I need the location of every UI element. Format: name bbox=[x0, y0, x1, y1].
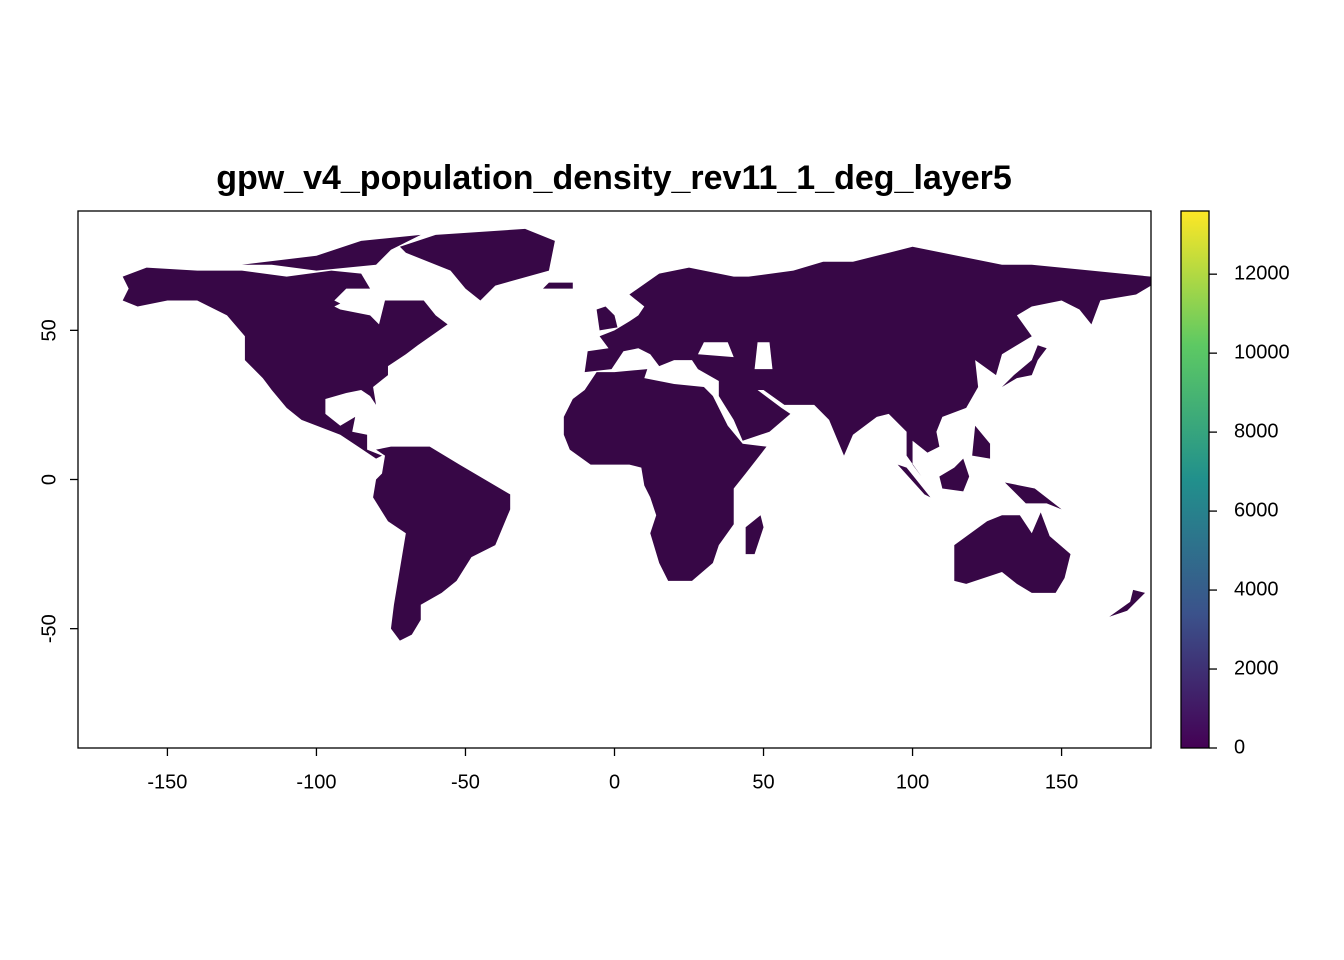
colorbar-tick-label: 2000 bbox=[1234, 657, 1279, 679]
colorbar-tick-label: 0 bbox=[1234, 736, 1245, 758]
water bbox=[697, 342, 734, 358]
land bbox=[897, 464, 931, 498]
land bbox=[954, 512, 1071, 593]
land bbox=[939, 458, 970, 492]
land bbox=[399, 228, 555, 301]
land bbox=[1109, 589, 1146, 617]
land bbox=[122, 267, 448, 459]
land bbox=[596, 306, 618, 331]
land bbox=[1004, 482, 1062, 510]
colorbar-tick-label: 4000 bbox=[1234, 578, 1279, 600]
x-tick-label: 50 bbox=[752, 771, 774, 793]
colorbar-tick-label: 6000 bbox=[1234, 499, 1279, 521]
x-tick-label: 150 bbox=[1045, 771, 1078, 793]
y-tick-label: -50 bbox=[38, 614, 60, 643]
water bbox=[334, 288, 383, 316]
land bbox=[563, 369, 767, 581]
land bbox=[373, 446, 511, 641]
land bbox=[972, 425, 991, 459]
y-tick-label: 0 bbox=[38, 474, 60, 485]
x-tick-label: -100 bbox=[296, 771, 336, 793]
x-tick-label: 100 bbox=[896, 771, 929, 793]
land bbox=[745, 515, 764, 555]
colorbar bbox=[1180, 210, 1210, 749]
map-title: gpw_v4_population_density_rev11_1_deg_la… bbox=[216, 159, 1012, 197]
land bbox=[542, 282, 573, 289]
x-tick-label: -50 bbox=[451, 771, 480, 793]
x-tick-label: -150 bbox=[147, 771, 187, 793]
land bbox=[584, 246, 1151, 477]
colorbar-tick-label: 10000 bbox=[1234, 341, 1290, 363]
colorbar-tick-label: 8000 bbox=[1234, 420, 1279, 442]
y-tick-label: 50 bbox=[38, 319, 60, 341]
land-layer bbox=[122, 228, 1151, 641]
colorbar-tick-label: 12000 bbox=[1234, 262, 1290, 284]
water bbox=[754, 342, 773, 370]
land bbox=[241, 234, 421, 271]
x-tick-label: 0 bbox=[609, 771, 620, 793]
land bbox=[1001, 345, 1047, 388]
